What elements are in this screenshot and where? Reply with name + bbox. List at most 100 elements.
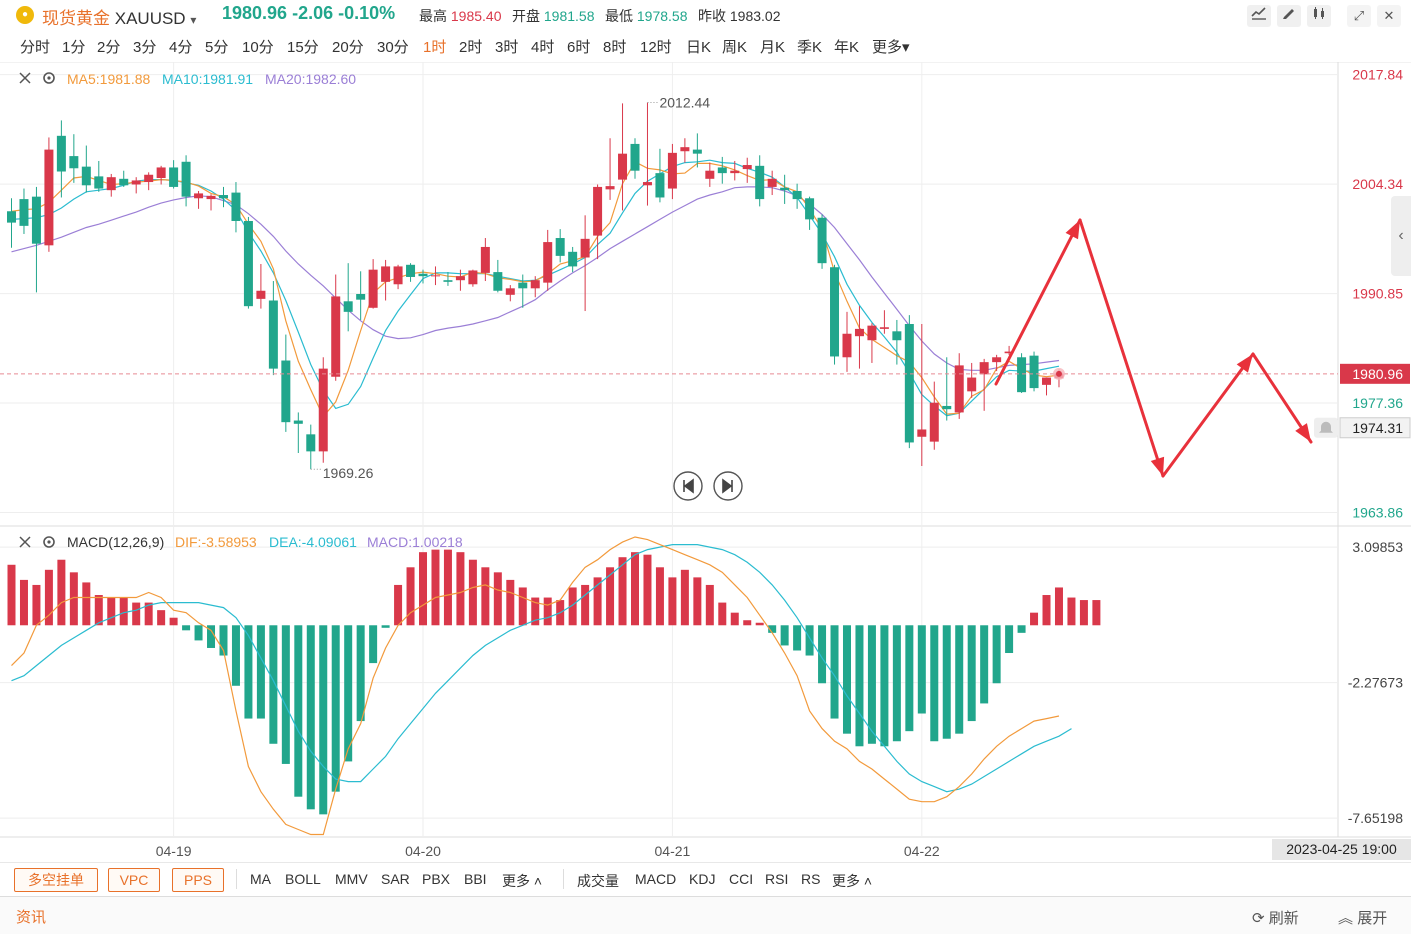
timeframe-tab[interactable]: 1分 [62,39,86,56]
symbol-selector[interactable]: 现货黄金 XAUUSD ▾ [42,4,196,29]
ma-settings-button[interactable] [43,72,55,84]
macd-bar [281,625,290,764]
candle-body [393,266,403,285]
timeframe-tab[interactable]: 15分 [287,39,319,56]
macd-bar [1054,587,1063,626]
candle [468,269,478,287]
x-axis-tick: 04-21 [655,843,691,859]
close-icon[interactable]: ✕ [1377,5,1401,27]
candle-body [792,190,802,200]
timeframe-tab[interactable]: 5分 [205,39,229,56]
candle [742,157,752,183]
timeframe-bar: 分时 1分 2分 3分 4分 5分 10分 15分 20分 30分 1时 2时 3时 4时 6时 8时 12时日… [0,32,1000,58]
hide-ma-button[interactable] [19,72,31,84]
timeframe-tab[interactable]: 日K [686,39,712,56]
hide-macd-button[interactable] [19,536,31,548]
main-indicator-tab[interactable]: MMV [335,871,368,887]
macd-bar [1092,600,1101,626]
macd-bar [157,610,166,626]
candle-body [480,246,490,273]
timeframe-tab[interactable]: 更多▾ [872,39,910,56]
main-indicator-tab[interactable]: 更多 ˄ [502,873,543,889]
timeframe-tab[interactable]: 季K [797,39,823,56]
sub-indicator-tab[interactable]: KDJ [689,871,716,887]
macd-bar [755,622,764,626]
sub-indicator-tab[interactable]: 更多 ˄ [832,873,873,889]
expand-icon[interactable]: ⤢ [1347,5,1371,27]
step-back-button[interactable] [673,471,703,501]
step-forward-button[interactable] [713,471,743,501]
sub-indicator-tab[interactable]: RSI [765,871,789,887]
timeframe-tab[interactable]: 2分 [97,39,121,56]
price-alert-button[interactable] [1314,417,1338,438]
macd-bar [356,625,365,722]
candle [144,172,154,191]
macd-settings-button[interactable] [43,536,55,548]
timeframe-tab[interactable]: 30分 [377,39,409,56]
candle-body [455,276,465,281]
macd-bar [493,572,502,626]
main-indicator-tab[interactable]: BBI [464,871,487,887]
crosshair-time-label: 2023-04-25 19:00 [1272,839,1411,860]
projection-arrow-head [1150,456,1165,476]
candle [555,229,565,263]
main-indicator-tab[interactable]: SAR [381,871,410,887]
settings-icon [43,72,55,84]
timeframe-tab[interactable]: 20分 [332,39,364,56]
macd-bar [905,625,914,732]
projection-arrow-shaft [994,218,1082,386]
timeframe-tab[interactable]: 12时 [640,39,672,56]
candle-body [81,166,91,186]
candle [69,134,79,183]
candle [530,276,540,298]
indicator-toggle-button[interactable]: 多空挂单 [14,868,98,892]
timeframe-tab[interactable]: 4分 [169,39,193,56]
collapse-panel-icon[interactable]: ‹ [1391,196,1411,276]
refresh-button[interactable]: ⟳ 刷新 [1252,907,1299,928]
chart-area[interactable]: 2012.44 1969.26 2017.84 2004.34 1990.85 1977… [0,62,1411,862]
macd-bar [207,625,216,648]
timeframe-tab[interactable]: 10分 [242,39,274,56]
macd-bar [369,625,378,664]
candle-body [767,178,777,187]
macd-bar [967,625,976,722]
timeframe-tab[interactable]: 2时 [459,39,483,56]
main-indicator-tab[interactable]: MA [250,871,271,887]
news-tab[interactable]: 资讯 [16,909,47,926]
candle [56,120,66,198]
expand-button[interactable]: ︽ 展开 [1338,907,1387,928]
timeframe-tab[interactable]: 4时 [531,39,555,56]
macd-bar [19,579,28,626]
candle-body [306,434,316,452]
candle-body [692,149,702,154]
timeframe-tab[interactable]: 6时 [567,39,591,56]
candle [418,269,428,284]
macd-bar [618,557,627,626]
timeframe-tab[interactable]: 3时 [495,39,519,56]
main-indicator-tab[interactable]: BOLL [285,871,321,887]
candle-body [331,296,341,377]
timeframe-tab[interactable]: 年K [834,39,860,56]
timeframe-tab[interactable]: 分时 [20,39,51,56]
timeframe-tab[interactable]: 月K [760,39,786,56]
candle-body [942,405,952,410]
sub-indicator-tab[interactable]: MACD [635,871,677,887]
indicator-toggle-button[interactable]: PPS [172,868,224,892]
pen-tool-icon[interactable] [1277,5,1301,27]
sub-indicator-tab[interactable]: 成交量 [577,873,619,889]
candle-body [218,195,228,199]
timeframe-tab[interactable]: 8时 [603,39,627,56]
projection-arrow-head [1065,220,1080,240]
candle [580,215,590,312]
sub-indicator-tab[interactable]: CCI [729,871,754,887]
ma5-legend: MA5:1981.88 [67,71,150,87]
timeframe-tab[interactable]: 1时 [423,39,447,56]
candle-type-icon[interactable] [1307,5,1331,27]
main-indicator-tab[interactable]: PBX [422,871,451,887]
sub-indicator-tab[interactable]: RS [801,871,821,887]
timeframe-tab[interactable]: 周K [722,39,748,56]
candle [156,165,166,185]
line-tool-icon[interactable] [1247,5,1271,27]
timeframe-tab[interactable]: 3分 [133,39,157,56]
indicator-toggle-button[interactable]: VPC [108,868,160,892]
